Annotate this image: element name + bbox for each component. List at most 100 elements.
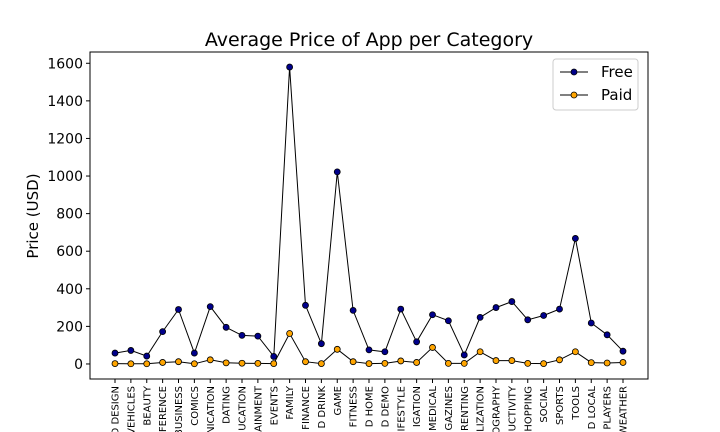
chart-title: Average Price of App per Category <box>205 29 533 51</box>
data-point-free <box>333 168 341 176</box>
data-point-paid <box>540 360 548 367</box>
data-point-free <box>286 63 294 71</box>
x-tick-label: D DESIGN <box>111 386 122 432</box>
data-point-paid <box>556 356 563 364</box>
data-point-free <box>508 298 516 305</box>
legend-item-paid: Paid <box>560 86 632 104</box>
data-point-free <box>254 332 262 340</box>
data-point-free <box>365 346 373 354</box>
data-point-free <box>603 331 611 339</box>
data-point-paid <box>619 359 627 366</box>
data-point-free <box>190 349 198 357</box>
data-point-paid <box>190 360 198 368</box>
data-point-free <box>143 352 151 360</box>
data-point-free <box>524 316 532 324</box>
x-tick-label: EVENTS <box>269 386 280 425</box>
data-point-paid <box>238 359 246 367</box>
series-paid <box>111 330 627 368</box>
y-tick-label: 0 <box>74 357 83 373</box>
legend-label: Free <box>601 63 633 81</box>
data-point-paid <box>571 348 579 356</box>
data-point-paid <box>587 359 595 367</box>
legend-items: Free Paid <box>560 63 633 104</box>
x-tick-label: TOOLS <box>571 386 582 421</box>
x-tick-label: UCTIVITY <box>507 385 518 431</box>
y-tick-label: 800 <box>56 207 83 223</box>
data-point-free <box>476 313 484 321</box>
data-point-free <box>127 347 135 354</box>
data-point-free <box>222 323 230 331</box>
x-tick-label: WEATHER <box>619 386 630 432</box>
x-tick-label: HOPPING <box>523 386 534 432</box>
legend-marker <box>570 68 578 76</box>
data-point-paid <box>429 344 436 351</box>
data-point-free <box>460 351 468 359</box>
data-point-paid <box>254 360 262 367</box>
data-point-free <box>619 347 627 355</box>
x-tick-label: RENTING <box>460 386 471 431</box>
x-tick-label: FITNESS <box>349 386 360 427</box>
x-tick-label: AINMENT <box>253 385 264 432</box>
data-point-paid <box>397 357 405 365</box>
data-point-free <box>238 331 246 339</box>
data-point-paid <box>460 360 468 367</box>
x-tick-label: PLAYERS <box>603 386 614 430</box>
x-tick-label: BEAUTY <box>142 385 153 425</box>
data-point-paid <box>302 358 309 366</box>
data-point-paid <box>111 360 119 367</box>
y-axis-label: Price (USD) <box>24 173 42 258</box>
y-tick-label: 400 <box>56 282 83 298</box>
series-free <box>111 63 627 360</box>
data-point-free <box>444 317 452 325</box>
x-tick-label: GAME <box>333 386 344 416</box>
y-tick-label: 1000 <box>47 169 83 185</box>
axes: 0 200 400 600 800 1000 1200 1400 1600 D DESIGN VEH… <box>47 51 649 432</box>
x-tick-label: UCATION <box>238 386 249 431</box>
x-tick-label: D HOME <box>365 386 376 427</box>
data-point-paid <box>286 330 294 337</box>
data-point-paid <box>508 357 516 364</box>
data-point-paid <box>175 358 182 366</box>
data-point-paid <box>317 360 325 367</box>
x-tick-label: COMICS <box>190 386 201 426</box>
legend-marker <box>570 91 578 99</box>
series-line-free <box>114 66 624 358</box>
x-tick-label: OGRAPHY <box>492 385 503 432</box>
legend-item-free: Free <box>560 63 633 81</box>
data-point-paid <box>349 358 357 366</box>
data-point-free <box>397 305 405 313</box>
data-point-free <box>556 305 563 313</box>
x-tick-label: D DEMO <box>380 386 391 428</box>
data-point-free <box>429 311 436 319</box>
data-point-free <box>571 235 579 242</box>
x-tick-label: GAZINES <box>444 386 455 431</box>
y-tick-label: 1600 <box>47 56 83 72</box>
x-tick-label: D DRINK <box>317 386 328 429</box>
data-point-paid <box>413 359 421 366</box>
data-point-free <box>175 306 182 313</box>
data-point-paid <box>476 348 484 356</box>
y-tick-label: 600 <box>56 244 83 260</box>
data-point-paid <box>381 360 389 367</box>
data-point-paid <box>222 359 230 367</box>
legend-label: Paid <box>601 86 632 104</box>
data-point-free <box>587 319 595 327</box>
data-point-free <box>540 312 548 319</box>
x-tick-label: FINANCE <box>301 386 312 430</box>
data-point-free <box>159 328 167 336</box>
x-tick-label: NICATION <box>206 386 217 432</box>
data-point-paid <box>492 357 500 364</box>
data-point-free <box>492 304 500 311</box>
data-point-paid <box>365 360 373 367</box>
data-point-free <box>270 353 278 360</box>
data-point-free <box>413 338 421 346</box>
data-point-paid <box>206 356 214 364</box>
data-point-paid <box>333 345 341 353</box>
data-point-free <box>381 348 389 356</box>
x-tick-label: EFERENCE <box>158 386 169 432</box>
x-tick-label: SOCIAL <box>539 386 550 423</box>
y-tick-label: 200 <box>56 319 83 335</box>
data-point-paid <box>444 360 452 367</box>
y-tick-label: 1400 <box>47 94 83 110</box>
